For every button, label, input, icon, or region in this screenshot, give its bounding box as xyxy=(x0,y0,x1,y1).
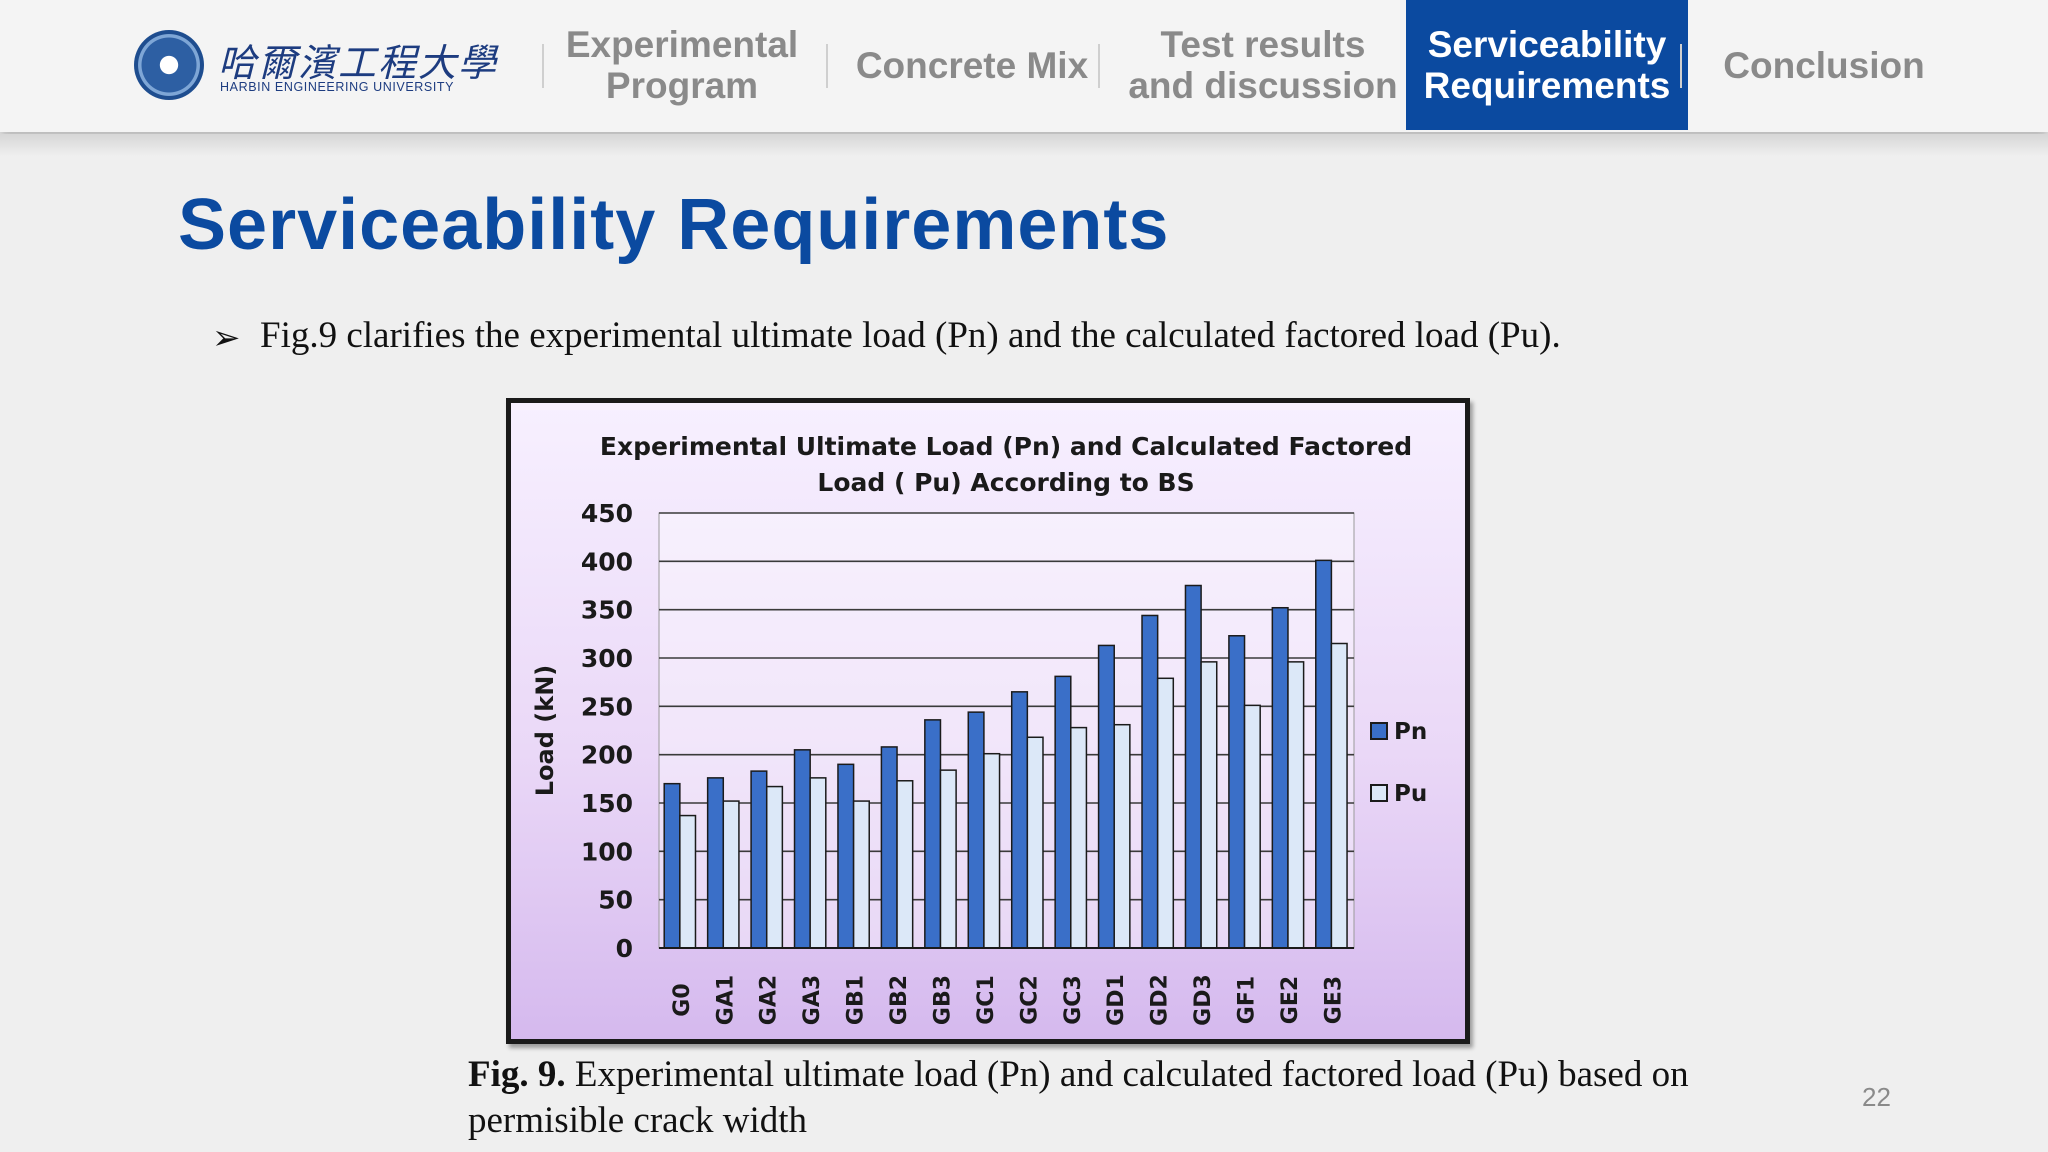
y-tick-label: 0 xyxy=(616,934,633,963)
y-tick-label: 50 xyxy=(598,886,633,915)
university-logo[interactable]: 哈爾濱工程大學 HARBIN ENGINEERING UNIVERSITY xyxy=(134,30,496,102)
bar-pu xyxy=(809,777,827,949)
figure-caption: Fig. 9. Experimental ultimate load (Pn) … xyxy=(468,1052,1768,1144)
bar-pu xyxy=(679,814,697,949)
bar-pu xyxy=(1026,736,1044,949)
bar-pu xyxy=(1113,723,1131,949)
x-tick-label: GA2 xyxy=(757,975,782,1025)
tab-experimental-program[interactable]: Experimental Program xyxy=(565,24,799,106)
nav-divider xyxy=(826,44,828,88)
nav-divider xyxy=(1680,44,1682,88)
chart-frame: Experimental Ultimate Load (Pn) and Calc… xyxy=(506,398,1470,1044)
bar-pn xyxy=(1228,635,1246,949)
x-tick-label: GE3 xyxy=(1321,976,1346,1024)
x-tick-label: GA3 xyxy=(800,975,825,1025)
bar-pu xyxy=(1243,704,1261,949)
bar-pn xyxy=(793,749,811,949)
tab-test-results[interactable]: Test results and discussion xyxy=(1128,24,1398,106)
chart-title: Experimental Ultimate Load (Pn) and Calc… xyxy=(600,432,1412,461)
y-axis-label: Load (kN) xyxy=(531,665,559,797)
header-bar: 哈爾濱工程大學 HARBIN ENGINEERING UNIVERSITY Ex… xyxy=(0,0,2048,132)
bar-pn xyxy=(1184,584,1202,949)
y-tick-label: 150 xyxy=(581,789,633,818)
bar-pn xyxy=(1010,691,1029,949)
header-shadow xyxy=(0,134,2048,156)
university-english-name: HARBIN ENGINEERING UNIVERSITY xyxy=(220,80,455,94)
legend-swatch-pn xyxy=(1370,722,1388,740)
tab-conclusion[interactable]: Conclusion xyxy=(1723,44,1925,86)
bar-pn xyxy=(706,777,725,949)
university-chinese-name: 哈爾濱工程大學 xyxy=(218,41,499,85)
y-tick-label: 250 xyxy=(581,692,633,721)
x-tick-label: G0 xyxy=(670,983,695,1016)
bar-pn xyxy=(663,782,681,949)
bar-pu xyxy=(852,800,870,949)
page-number: 22 xyxy=(1862,1082,1891,1112)
x-tick-label: GD3 xyxy=(1191,974,1216,1026)
bar-pn xyxy=(880,746,898,949)
bar-pu xyxy=(1070,726,1088,949)
bar-pn xyxy=(1315,559,1333,949)
bar-pn xyxy=(1141,614,1159,949)
bullet-arrow-icon: ➢ xyxy=(212,319,241,357)
caption-label: Fig. 9. xyxy=(468,1054,566,1095)
bar-pu xyxy=(1200,661,1218,949)
bar-chart: Experimental Ultimate Load (Pn) and Calc… xyxy=(531,432,1427,1026)
x-tick-label: GF1 xyxy=(1235,976,1260,1024)
bar-pu xyxy=(1156,677,1175,949)
x-tick-label: GD2 xyxy=(1148,974,1173,1026)
caption-text: Experimental ultimate load (Pn) and calc… xyxy=(468,1054,1689,1141)
x-tick-label: GD1 xyxy=(1104,974,1129,1026)
bar-pn xyxy=(924,719,942,949)
bar-pn xyxy=(1054,675,1072,949)
bar-pu xyxy=(896,780,914,949)
university-seal-icon xyxy=(134,30,204,100)
bar-pu xyxy=(1330,642,1348,949)
bar-pn xyxy=(837,763,855,949)
bar-pn xyxy=(1271,606,1289,949)
x-tick-label: GB3 xyxy=(930,975,955,1025)
x-tick-label: GA1 xyxy=(713,975,738,1025)
tab-concrete-mix[interactable]: Concrete Mix xyxy=(855,44,1089,86)
legend-label-pu: Pu xyxy=(1394,781,1427,807)
legend-label-pn: Pn xyxy=(1394,719,1427,745)
nav-divider xyxy=(1098,44,1100,88)
x-tick-label: GB1 xyxy=(844,975,869,1025)
nav-divider xyxy=(542,44,544,88)
bar-pu xyxy=(939,769,957,949)
y-tick-label: 350 xyxy=(581,596,633,625)
bar-pn xyxy=(1097,644,1115,949)
x-tick-label: GC1 xyxy=(974,975,999,1025)
bar-pu xyxy=(765,785,784,949)
chart-title: Load ( Pu) According to BS xyxy=(817,468,1194,497)
y-tick-label: 200 xyxy=(581,741,633,770)
y-tick-label: 400 xyxy=(581,547,633,576)
tab-serviceability-requirements[interactable]: Serviceability Requirements xyxy=(1406,0,1688,130)
y-tick-label: 300 xyxy=(581,644,633,673)
x-tick-label: GB2 xyxy=(887,975,912,1025)
x-tick-label: GE2 xyxy=(1278,976,1303,1024)
bullet-text: Fig.9 clarifies the experimental ultimat… xyxy=(260,315,1561,356)
legend-swatch-pu xyxy=(1370,784,1388,802)
bar-pu xyxy=(983,752,1001,949)
y-tick-label: 100 xyxy=(581,837,633,866)
bar-pn xyxy=(967,711,985,949)
x-tick-label: GC2 xyxy=(1017,975,1042,1025)
slide-title: Serviceability Requirements xyxy=(178,185,1170,265)
x-tick-label: GC3 xyxy=(1061,975,1086,1025)
y-tick-label: 450 xyxy=(581,499,633,528)
bar-pn xyxy=(750,770,768,949)
bar-pu xyxy=(722,800,740,949)
bar-pu xyxy=(1287,661,1305,949)
